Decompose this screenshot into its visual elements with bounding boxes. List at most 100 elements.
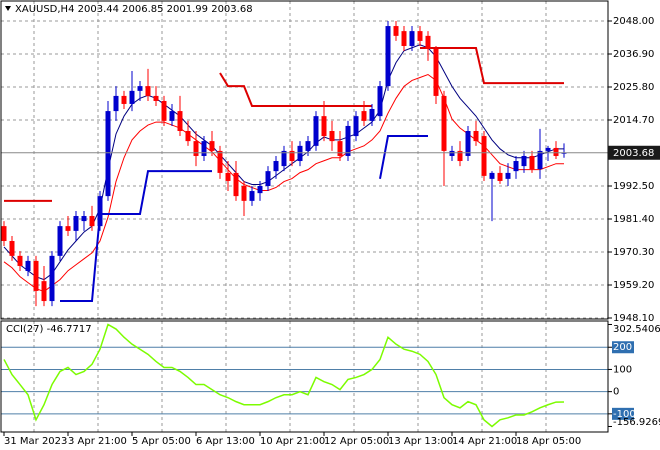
candle-body: [185, 131, 191, 142]
candle-body: [193, 141, 199, 156]
candle-body: [17, 255, 23, 266]
candle-body: [425, 35, 431, 49]
candle-body: [57, 226, 63, 256]
y-tick-label: 200: [613, 342, 632, 353]
candle-body: [337, 141, 343, 156]
y-tick-label: 302.5406: [613, 324, 660, 335]
candle-body: [137, 86, 143, 91]
x-tick-label: 14 Apr 21:00: [452, 436, 517, 447]
candle-body: [233, 172, 239, 197]
candle-body: [265, 171, 271, 186]
candle-body: [65, 226, 71, 231]
indicator-line: [60, 170, 212, 303]
candle-body: [377, 86, 383, 117]
candle-body: [113, 95, 119, 112]
candle-body: [129, 90, 135, 104]
cci-line: [3, 323, 565, 428]
candle-body: [401, 31, 407, 46]
y-tick-label: 0: [613, 387, 619, 398]
candle-body: [273, 161, 279, 172]
candle-body: [537, 150, 543, 170]
candle-body: [25, 260, 31, 272]
candle-body: [297, 145, 303, 162]
current-price-box: [608, 145, 660, 160]
y-tick-label: 2025.80: [613, 82, 654, 93]
tick-highlight: [612, 407, 634, 420]
candle-body: [73, 216, 79, 231]
cci-panel-frame: [0, 320, 609, 433]
main-panel-frame: [0, 0, 609, 320]
x-tick-label: 31 Mar 2023: [4, 436, 67, 447]
candle-body: [513, 161, 519, 172]
candle-body: [289, 150, 295, 162]
y-tick-label: 100: [613, 364, 632, 375]
candle-body: [353, 116, 359, 137]
candle-body: [385, 26, 391, 87]
candle-body: [521, 155, 527, 167]
candle-body: [257, 185, 263, 194]
candle-body: [161, 100, 167, 121]
indicator-line: [219, 72, 372, 108]
candle-body: [489, 172, 495, 179]
candle-body: [457, 150, 463, 162]
candle-body: [249, 191, 255, 201]
candle-body: [153, 95, 159, 101]
x-tick-label: 6 Apr 13:00: [196, 436, 255, 447]
candle-body: [441, 95, 447, 151]
candle-body: [369, 109, 375, 121]
candle-body: [345, 125, 351, 156]
candle-body: [281, 150, 287, 167]
x-tick-label: 12 Apr 05:00: [324, 436, 389, 447]
candle-body: [41, 281, 47, 302]
candle-body: [313, 116, 319, 146]
candle-body: [481, 136, 487, 176]
y-tick-label: 2048.00: [613, 16, 654, 27]
candle-body: [465, 131, 471, 156]
indicator-line: [379, 135, 428, 180]
candle-body: [145, 86, 151, 96]
y-tick-label: 1970.30: [613, 247, 654, 258]
candle-body: [49, 255, 55, 302]
candle-body: [329, 131, 335, 142]
candle-body: [433, 48, 439, 96]
candle-body: [225, 172, 231, 181]
candle-body: [217, 150, 223, 173]
y-tick-label: 1948.10: [613, 313, 654, 324]
candle-body: [121, 95, 127, 104]
y-tick-label: 1992.50: [613, 181, 654, 192]
indicator-line: [420, 47, 564, 85]
x-tick-label: 3 Apr 21:00: [68, 436, 127, 447]
candle-body: [209, 141, 215, 151]
candle-body: [177, 111, 183, 132]
candle-body: [473, 131, 479, 142]
candle-body: [553, 147, 559, 156]
y-tick-label: 2036.90: [613, 49, 654, 60]
x-tick-label: 18 Apr 05:00: [516, 436, 581, 447]
plot: [1, 21, 608, 428]
x-tick-label: 5 Apr 05:00: [132, 436, 191, 447]
candle-body: [33, 260, 39, 291]
y-tick-label: -156.9269: [613, 417, 660, 428]
y-tick-label: 1959.20: [613, 280, 654, 291]
candle-body: [529, 155, 535, 170]
chart-title: XAUUSD,H4 2003.44 2006.85 2001.99 2003.6…: [15, 4, 253, 15]
collapse-icon: [5, 6, 11, 11]
candle-body: [497, 172, 503, 181]
candle-body: [321, 116, 327, 137]
candle-body: [201, 141, 207, 156]
x-tick-label: 10 Apr 21:00: [260, 436, 325, 447]
candle-body: [305, 141, 311, 151]
candle-body: [1, 226, 7, 241]
current-price-label: 2003.68: [613, 148, 654, 159]
grid: [1, 1, 608, 432]
candle-body: [505, 172, 511, 179]
candle-body: [361, 111, 367, 121]
x-tick-label: 13 Apr 13:00: [388, 436, 453, 447]
candle-body: [97, 196, 103, 227]
candle-body: [241, 185, 247, 201]
candle-body: [545, 147, 551, 151]
candle-body: [169, 111, 175, 121]
candle-body: [9, 240, 15, 256]
